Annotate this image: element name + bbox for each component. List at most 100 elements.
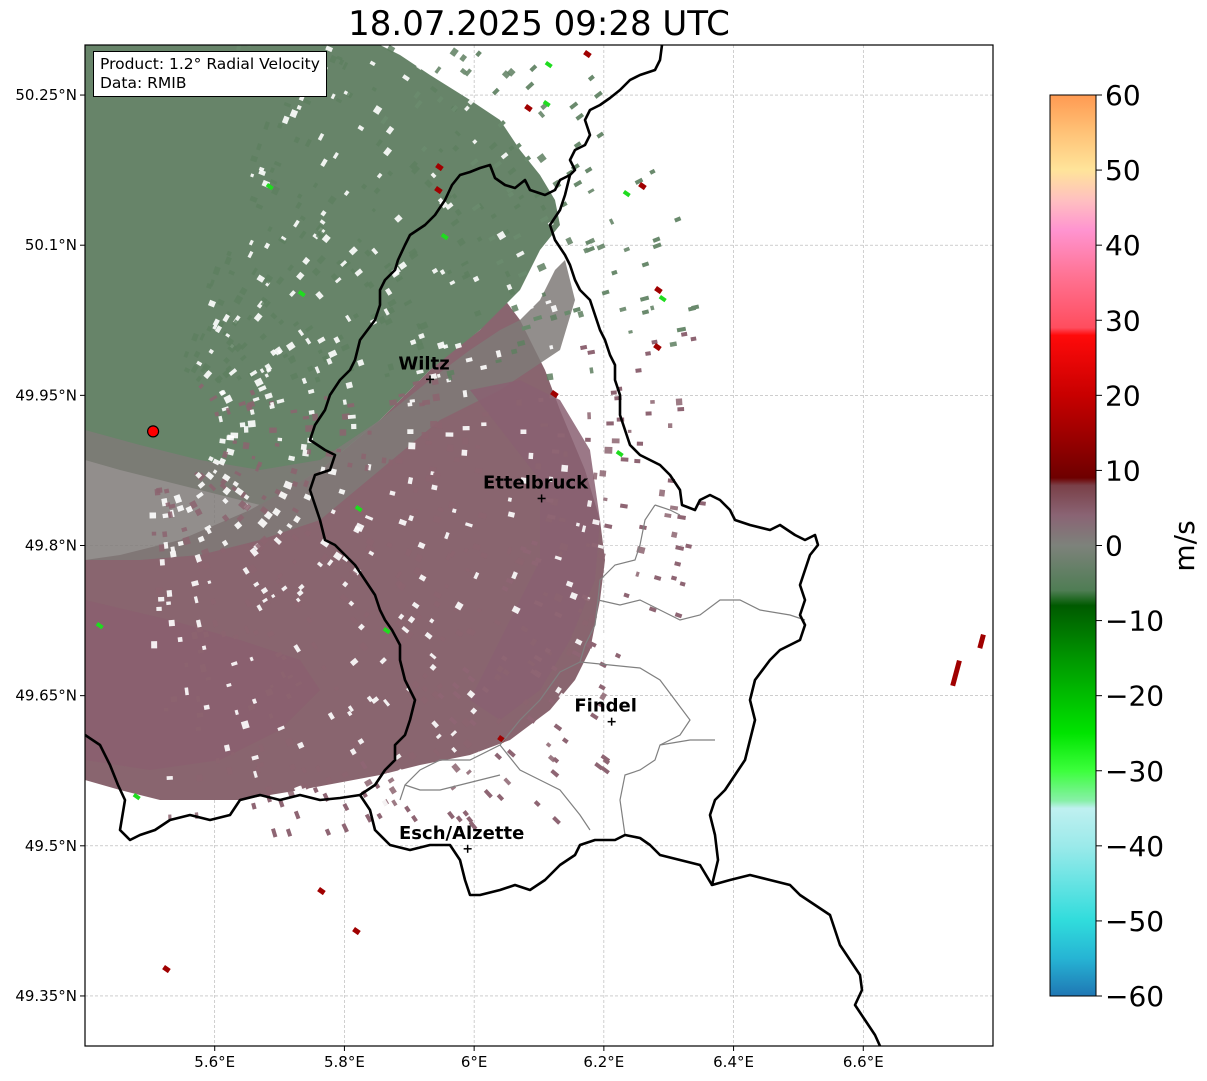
city-label: Findel: [574, 696, 637, 717]
echo-pixel: [506, 546, 513, 555]
echo-pixel: [270, 349, 277, 357]
echo-pixel: [234, 487, 244, 496]
echo-pixel: [391, 266, 401, 276]
echo-pixel: [272, 507, 281, 517]
echo-pixel: [611, 203, 617, 209]
echo-pixel: [196, 360, 203, 367]
echo-pixel: [557, 101, 565, 109]
echo-pixel: [348, 600, 355, 607]
echo-cell-outbound-strong: [653, 343, 662, 352]
echo-pixel: [587, 652, 595, 661]
echo-pixel: [431, 379, 439, 386]
echo-pixel: [222, 486, 232, 496]
echo-pixel: [364, 514, 374, 521]
echo-pixel: [383, 308, 390, 316]
echo-pixel: [283, 102, 292, 108]
echo-pixel: [522, 698, 530, 706]
echo-pixel: [223, 744, 231, 752]
echo-pixel: [395, 457, 403, 464]
echo-pixel: [516, 340, 526, 347]
echo-pixel: [442, 344, 449, 349]
echo-pixel: [277, 529, 283, 535]
echo-pixel: [414, 614, 422, 623]
echo-pixel: [249, 389, 256, 396]
echo-pixel: [575, 348, 583, 355]
echo-cell-inbound-strong: [542, 100, 551, 108]
echo-pixel: [650, 305, 655, 311]
echo-pixel: [506, 283, 513, 291]
echo-pixel: [196, 472, 206, 482]
echo-pixel: [239, 422, 246, 428]
echo-pixel: [460, 260, 469, 267]
echo-pixel: [222, 313, 230, 323]
echo-pixel: [347, 402, 355, 408]
echo-pixel: [265, 367, 272, 373]
echo-pixel: [158, 544, 165, 552]
echo-pixel: [674, 561, 682, 567]
echo-pixel: [574, 638, 583, 646]
echo-pixel: [269, 427, 277, 433]
echo-pixel: [349, 569, 358, 577]
echo-pixel: [168, 814, 172, 820]
echo-pixel: [315, 224, 325, 233]
echo-pixel: [445, 432, 454, 437]
echo-pixel: [447, 374, 453, 381]
echo-pixel: [466, 689, 476, 699]
echo-pixel: [561, 346, 569, 353]
echo-pixel: [250, 173, 255, 178]
echo-pixel: [450, 218, 460, 227]
echo-pixel: [342, 554, 350, 562]
echo-pixel: [321, 234, 331, 244]
echo-pixel: [316, 255, 326, 265]
echo-pixel: [506, 749, 516, 758]
echo-pixel: [468, 820, 478, 831]
echo-pixel: [601, 289, 610, 296]
echo-pixel: [286, 522, 293, 529]
echo-pixel: [239, 342, 248, 350]
product-info-box: Product: 1.2° Radial Velocity Data: RMIB: [93, 51, 327, 97]
echo-pixel: [333, 551, 343, 561]
echo-pixel: [504, 270, 511, 278]
echo-pixel: [454, 130, 461, 137]
echo-pixel: [214, 325, 223, 334]
echo-pixel: [623, 592, 630, 599]
echo-pixel: [249, 656, 254, 662]
echo-pixel: [384, 318, 393, 326]
echo-pixel: [550, 304, 558, 313]
echo-pixel: [430, 420, 438, 428]
echo-pixel: [381, 457, 387, 464]
echo-pixel: [320, 553, 329, 562]
echo-pixel: [459, 54, 468, 63]
echo-pixel: [585, 245, 596, 253]
echo-pixel: [463, 548, 469, 553]
echo-pixel: [339, 577, 346, 584]
echo-pixel: [325, 776, 333, 784]
echo-pixel: [462, 437, 469, 445]
echo-pixel: [341, 771, 349, 778]
echo-pixel: [225, 337, 235, 347]
echo-pixel: [451, 508, 457, 514]
colorbar-tick-label: 20: [1105, 379, 1141, 412]
echo-pixel: [483, 789, 493, 799]
echo-pixel: [221, 473, 231, 482]
echo-pixel: [680, 331, 688, 337]
echo-pixel: [589, 367, 594, 374]
echo-pixel: [449, 47, 459, 57]
echo-pixel: [658, 489, 666, 497]
echo-pixel: [561, 464, 569, 473]
echo-pixel: [438, 147, 444, 153]
echo-pixel: [191, 580, 199, 587]
echo-pixel: [599, 692, 608, 701]
echo-pixel: [197, 648, 204, 654]
echo-pixel: [496, 665, 504, 673]
echo-pixel: [341, 413, 350, 420]
echo-pixel: [293, 136, 301, 144]
echo-pixel: [314, 376, 321, 383]
echo-pixel: [195, 619, 202, 628]
echo-pixel: [495, 349, 502, 358]
echo-pixel: [507, 191, 515, 198]
echo-pixel: [350, 268, 356, 274]
echo-pixel: [575, 522, 580, 527]
echo-pixel: [224, 256, 232, 266]
echo-pixel: [551, 449, 560, 454]
